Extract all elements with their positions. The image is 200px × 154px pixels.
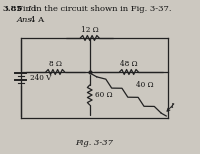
- Text: Ans.: Ans.: [17, 16, 35, 24]
- Text: 4 A: 4 A: [30, 16, 44, 24]
- Text: 240 V: 240 V: [30, 74, 52, 82]
- Text: 3.85: 3.85: [3, 5, 23, 13]
- Text: 60 Ω: 60 Ω: [95, 91, 113, 99]
- Text: 40 Ω: 40 Ω: [136, 81, 154, 89]
- Text: Find: Find: [17, 5, 39, 13]
- Text: in the circuit shown in Fig. 3-37.: in the circuit shown in Fig. 3-37.: [31, 5, 172, 13]
- Text: 12 Ω: 12 Ω: [81, 26, 99, 34]
- Text: 48 Ω: 48 Ω: [120, 60, 138, 68]
- Text: I: I: [27, 5, 31, 13]
- Text: Fig. 3-37: Fig. 3-37: [75, 139, 113, 147]
- Text: 8 Ω: 8 Ω: [49, 60, 62, 68]
- Text: I: I: [170, 102, 173, 110]
